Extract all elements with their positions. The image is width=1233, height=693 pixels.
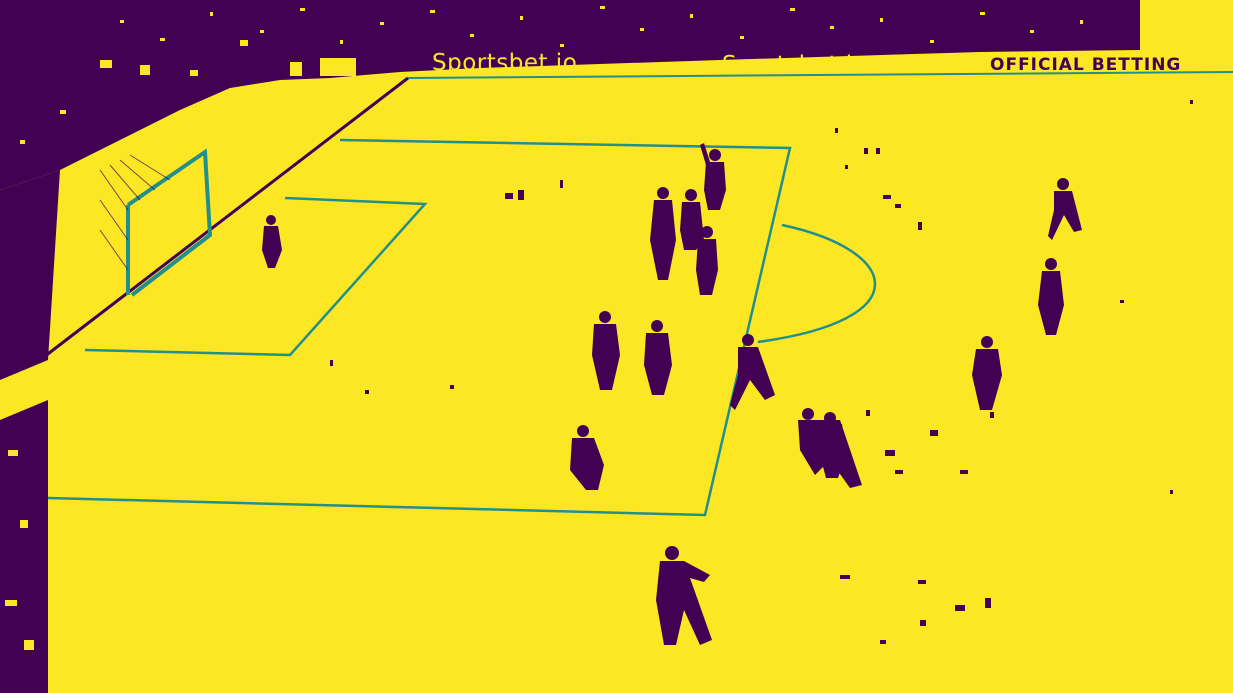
player <box>700 143 726 210</box>
billboard-2: Sportsbet.io <box>722 52 867 78</box>
player <box>1048 178 1082 240</box>
player <box>680 189 704 250</box>
billboard-3: OFFICIAL BETTING <box>990 55 1181 75</box>
player <box>644 320 672 395</box>
goal-frame <box>99 148 213 297</box>
player <box>730 334 775 410</box>
billboard-1: Sportsbet.io <box>432 50 577 76</box>
pitch-markings <box>39 71 1233 517</box>
billboard-row: Sportsbet.io Sportsbet.io OFFICIAL BETTI… <box>432 0 1233 78</box>
player <box>972 336 1002 410</box>
noise-speckles <box>330 100 1193 644</box>
player <box>570 425 604 490</box>
player <box>592 311 620 390</box>
player <box>696 226 718 295</box>
player <box>820 412 846 478</box>
player <box>1038 258 1064 335</box>
players <box>262 143 1082 645</box>
player-goalkeeper <box>262 215 282 268</box>
player <box>656 546 712 645</box>
player <box>650 187 676 280</box>
